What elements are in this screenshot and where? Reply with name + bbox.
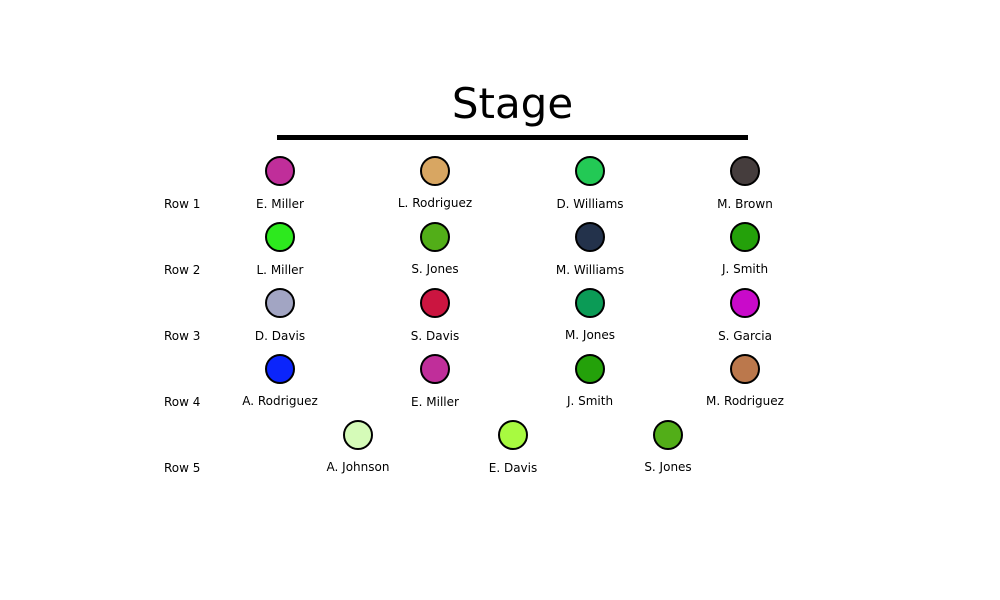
seat-circle bbox=[575, 156, 605, 186]
row-label: Row 5 bbox=[164, 461, 201, 475]
row-label: Row 1 bbox=[164, 197, 201, 211]
seat-name: J. Smith bbox=[721, 262, 769, 276]
seat-circle bbox=[420, 354, 450, 384]
seat-circle bbox=[343, 420, 373, 450]
row-label: Row 2 bbox=[164, 263, 201, 277]
stage-title: Stage bbox=[451, 79, 574, 128]
seat-name: S. Davis bbox=[410, 329, 460, 343]
seat-name: L. Miller bbox=[256, 263, 304, 277]
seat-circle bbox=[420, 156, 450, 186]
seat-circle bbox=[265, 288, 295, 318]
seat-name: E. Davis bbox=[488, 461, 538, 475]
seat-name: M. Williams bbox=[555, 263, 625, 277]
seat-name: M. Jones bbox=[564, 328, 616, 342]
seat-circle bbox=[653, 420, 683, 450]
seat-name: A. Rodriguez bbox=[242, 394, 318, 408]
seat-name: J. Smith bbox=[566, 394, 614, 408]
seat-circle bbox=[575, 288, 605, 318]
seat-name: S. Jones bbox=[411, 262, 459, 276]
seat-name: L. Rodriguez bbox=[397, 196, 473, 210]
seat-circle bbox=[265, 354, 295, 384]
seat-circle bbox=[730, 156, 760, 186]
seat-circle bbox=[265, 222, 295, 252]
seat-name: S. Garcia bbox=[718, 329, 772, 343]
seat-circle bbox=[730, 354, 760, 384]
seat-circle bbox=[575, 354, 605, 384]
seat-circle bbox=[265, 156, 295, 186]
seat-name: D. Williams bbox=[556, 197, 624, 211]
seat-circle bbox=[730, 222, 760, 252]
seat-circle bbox=[420, 222, 450, 252]
seat-name: M. Rodriguez bbox=[706, 394, 784, 408]
row-label: Row 4 bbox=[164, 395, 201, 409]
seat-name: S. Jones bbox=[644, 460, 692, 474]
row-label: Row 3 bbox=[164, 329, 201, 343]
seat-name: E. Miller bbox=[411, 395, 459, 409]
seat-name: A. Johnson bbox=[326, 460, 390, 474]
seat-name: E. Miller bbox=[256, 197, 304, 211]
seat-name: M. Brown bbox=[717, 197, 773, 211]
seat-circle bbox=[420, 288, 450, 318]
seat-circle bbox=[575, 222, 605, 252]
seat-circle bbox=[730, 288, 760, 318]
seat-circle bbox=[498, 420, 528, 450]
seat-name: D. Davis bbox=[254, 329, 306, 343]
stage-line bbox=[277, 135, 748, 140]
